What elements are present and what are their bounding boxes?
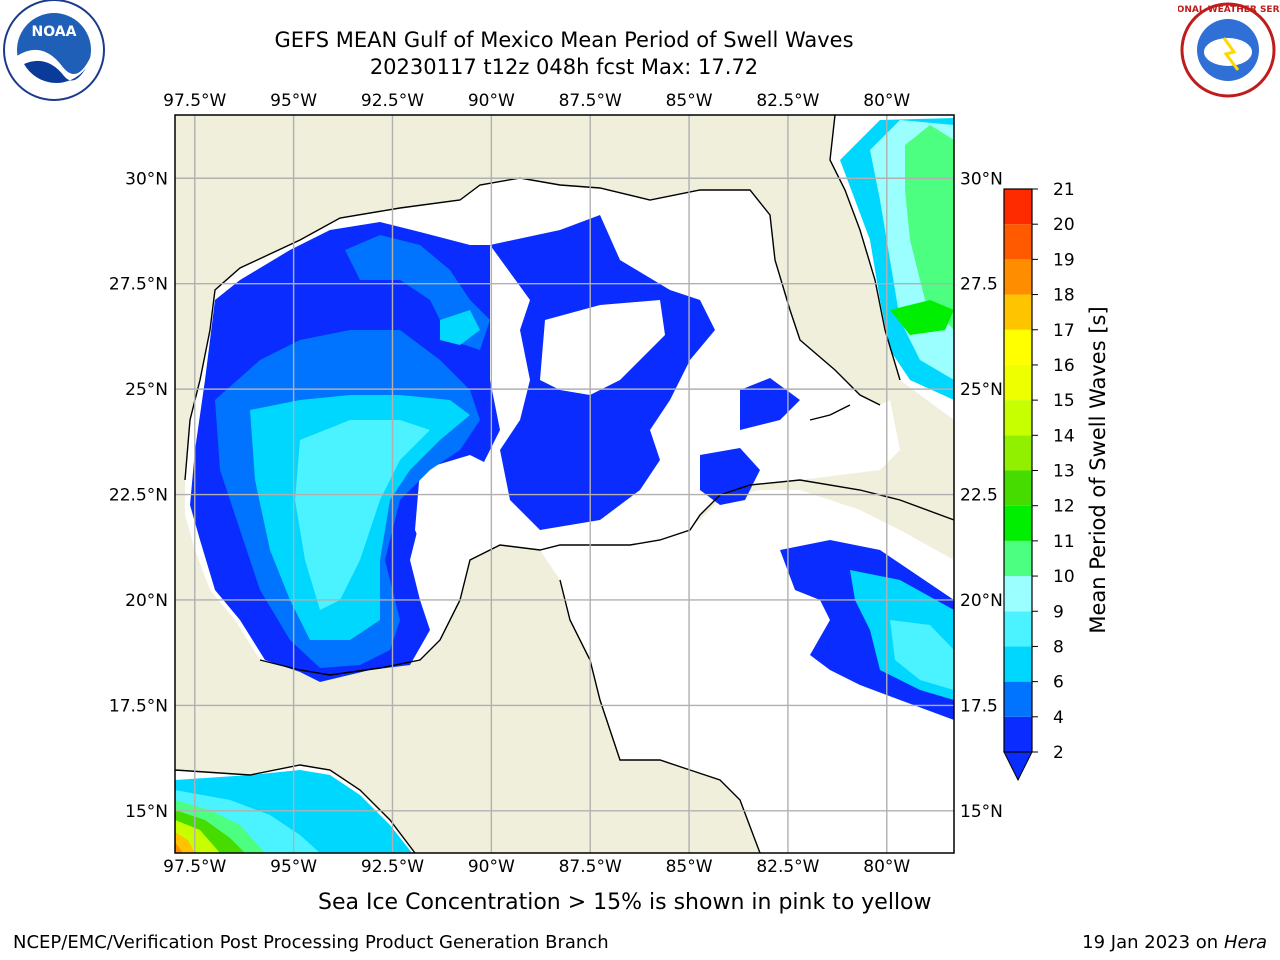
colorbar-tick-label: 12 — [1053, 497, 1075, 517]
colorbar-segment — [1004, 435, 1032, 471]
colorbar-segment — [1004, 189, 1032, 225]
colorbar-segment — [1004, 681, 1032, 717]
map-gridlines — [175, 115, 954, 853]
colorbar-segment — [1004, 716, 1032, 752]
colorbar-segment — [1004, 505, 1032, 541]
colorbar-extend-arrow — [1003, 751, 1033, 782]
lon-label-bottom: 97.5°W — [163, 857, 226, 877]
colorbar-tick-label: 15 — [1053, 391, 1075, 411]
colorbar-segment — [1004, 329, 1032, 365]
lon-label-top: 97.5°W — [163, 91, 226, 111]
colorbar-label: Mean Period of Swell Waves [s] — [1086, 306, 1110, 633]
colorbar-segment — [1004, 576, 1032, 612]
colorbar-segment — [1004, 470, 1032, 506]
colorbar-tick-label: 19 — [1053, 250, 1075, 270]
lon-labels-bottom: 97.5°W 95°W 92.5°W 90°W 87.5°W 85°W 82.5°W 80°W — [163, 857, 910, 877]
footer-date: 19 Jan 2023 on Hera — [1082, 932, 1267, 953]
colorbar-tick-label: 11 — [1053, 532, 1075, 552]
lon-label-bottom: 85°W — [666, 857, 713, 877]
colorbar-segment — [1004, 224, 1032, 260]
lat-label-right: 17.5 — [960, 696, 998, 716]
colorbar-tick-label: 14 — [1053, 426, 1075, 446]
colorbar-tick-label: 4 — [1053, 708, 1064, 728]
lon-label-top: 87.5°W — [559, 91, 622, 111]
colorbar-segment — [1004, 259, 1032, 295]
colorbar-tick-label: 16 — [1053, 356, 1075, 376]
noaa-logo-text: NOAA — [32, 24, 77, 40]
lat-label-left: 15°N — [125, 802, 168, 822]
lat-label-right: 20°N — [960, 591, 1003, 611]
lon-label-top: 95°W — [270, 91, 317, 111]
lon-labels-top: 97.5°W 95°W 92.5°W 90°W 87.5°W 85°W 82.5°W 80°W — [163, 91, 910, 111]
nws-logo-icon: NATIONAL WEATHER SERVICE — [1178, 2, 1280, 98]
nws-logo-text: NATIONAL WEATHER SERVICE — [1178, 5, 1280, 15]
lat-label-left: 22.5°N — [109, 486, 168, 506]
lon-label-bottom: 92.5°W — [361, 857, 424, 877]
colorbar-segment — [1004, 611, 1032, 647]
lon-label-bottom: 90°W — [468, 857, 515, 877]
lat-label-right: 22.5 — [960, 486, 998, 506]
lon-label-top: 80°W — [863, 91, 910, 111]
map-frame — [174, 114, 955, 854]
footer-credit: NCEP/EMC/Verification Post Processing Pr… — [13, 932, 609, 953]
colorbar-tick-label: 2 — [1053, 743, 1064, 763]
lon-label-top: 92.5°W — [361, 91, 424, 111]
footer-system: Hera — [1223, 932, 1267, 953]
chart-title: GEFS MEAN Gulf of Mexico Mean Period of … — [274, 28, 854, 52]
lat-label-left: 20°N — [125, 591, 168, 611]
lat-labels-right: 30°N 27.5 25°N 22.5 20°N 17.5 15°N — [960, 169, 1003, 822]
colorbar-segment — [1004, 364, 1032, 401]
colorbar-segment — [1004, 646, 1032, 682]
footer-date-text: 19 Jan 2023 on — [1082, 932, 1224, 953]
sea-ice-note: Sea Ice Concentration > 15% is shown in … — [318, 890, 932, 915]
lat-label-right: 15°N — [960, 802, 1003, 822]
colorbar-segment — [1004, 400, 1032, 436]
lat-label-right: 27.5 — [960, 275, 998, 295]
colorbar-tick-label: 8 — [1053, 637, 1064, 657]
colorbar-tick-label: 18 — [1053, 286, 1075, 306]
lon-label-bottom: 87.5°W — [559, 857, 622, 877]
colorbar-tick-label: 9 — [1053, 602, 1064, 622]
lon-label-bottom: 80°W — [863, 857, 910, 877]
lat-label-left: 30°N — [125, 169, 168, 189]
colorbar-tick-label: 13 — [1053, 462, 1075, 482]
lon-label-top: 85°W — [666, 91, 713, 111]
colorbar-segment — [1004, 294, 1032, 330]
swell-period-fill — [175, 118, 954, 853]
lat-label-left: 27.5°N — [109, 275, 168, 295]
colorbar-tick-label: 17 — [1053, 321, 1075, 341]
lat-label-left: 25°N — [125, 380, 168, 400]
noaa-logo-icon: NOAA — [3, 0, 105, 101]
colorbar-tick-label: 6 — [1053, 673, 1064, 693]
colorbar-tick-label: 20 — [1053, 215, 1075, 235]
chart-subtitle-date: 20230117 t12z 048h fcst Max: 17.72 — [369, 55, 759, 79]
colorbar-tick-label: 10 — [1053, 567, 1075, 587]
coastlines — [175, 115, 954, 853]
colorbar: 2 4 6 8 9 10 11 12 13 14 15 16 17 18 19 20 21 — [1003, 180, 1075, 782]
colorbar-tick-label: 21 — [1053, 180, 1075, 200]
lat-label-right: 25°N — [960, 380, 1003, 400]
lat-label-right: 30°N — [960, 169, 1003, 189]
lon-label-bottom: 82.5°W — [756, 857, 819, 877]
lat-label-left: 17.5°N — [109, 696, 168, 716]
colorbar-segment — [1004, 540, 1032, 577]
lon-label-bottom: 95°W — [270, 857, 317, 877]
lat-labels-left: 30°N 27.5°N 25°N 22.5°N 20°N 17.5°N 15°N — [109, 169, 168, 822]
lon-label-top: 90°W — [468, 91, 515, 111]
lon-label-top: 82.5°W — [756, 91, 819, 111]
